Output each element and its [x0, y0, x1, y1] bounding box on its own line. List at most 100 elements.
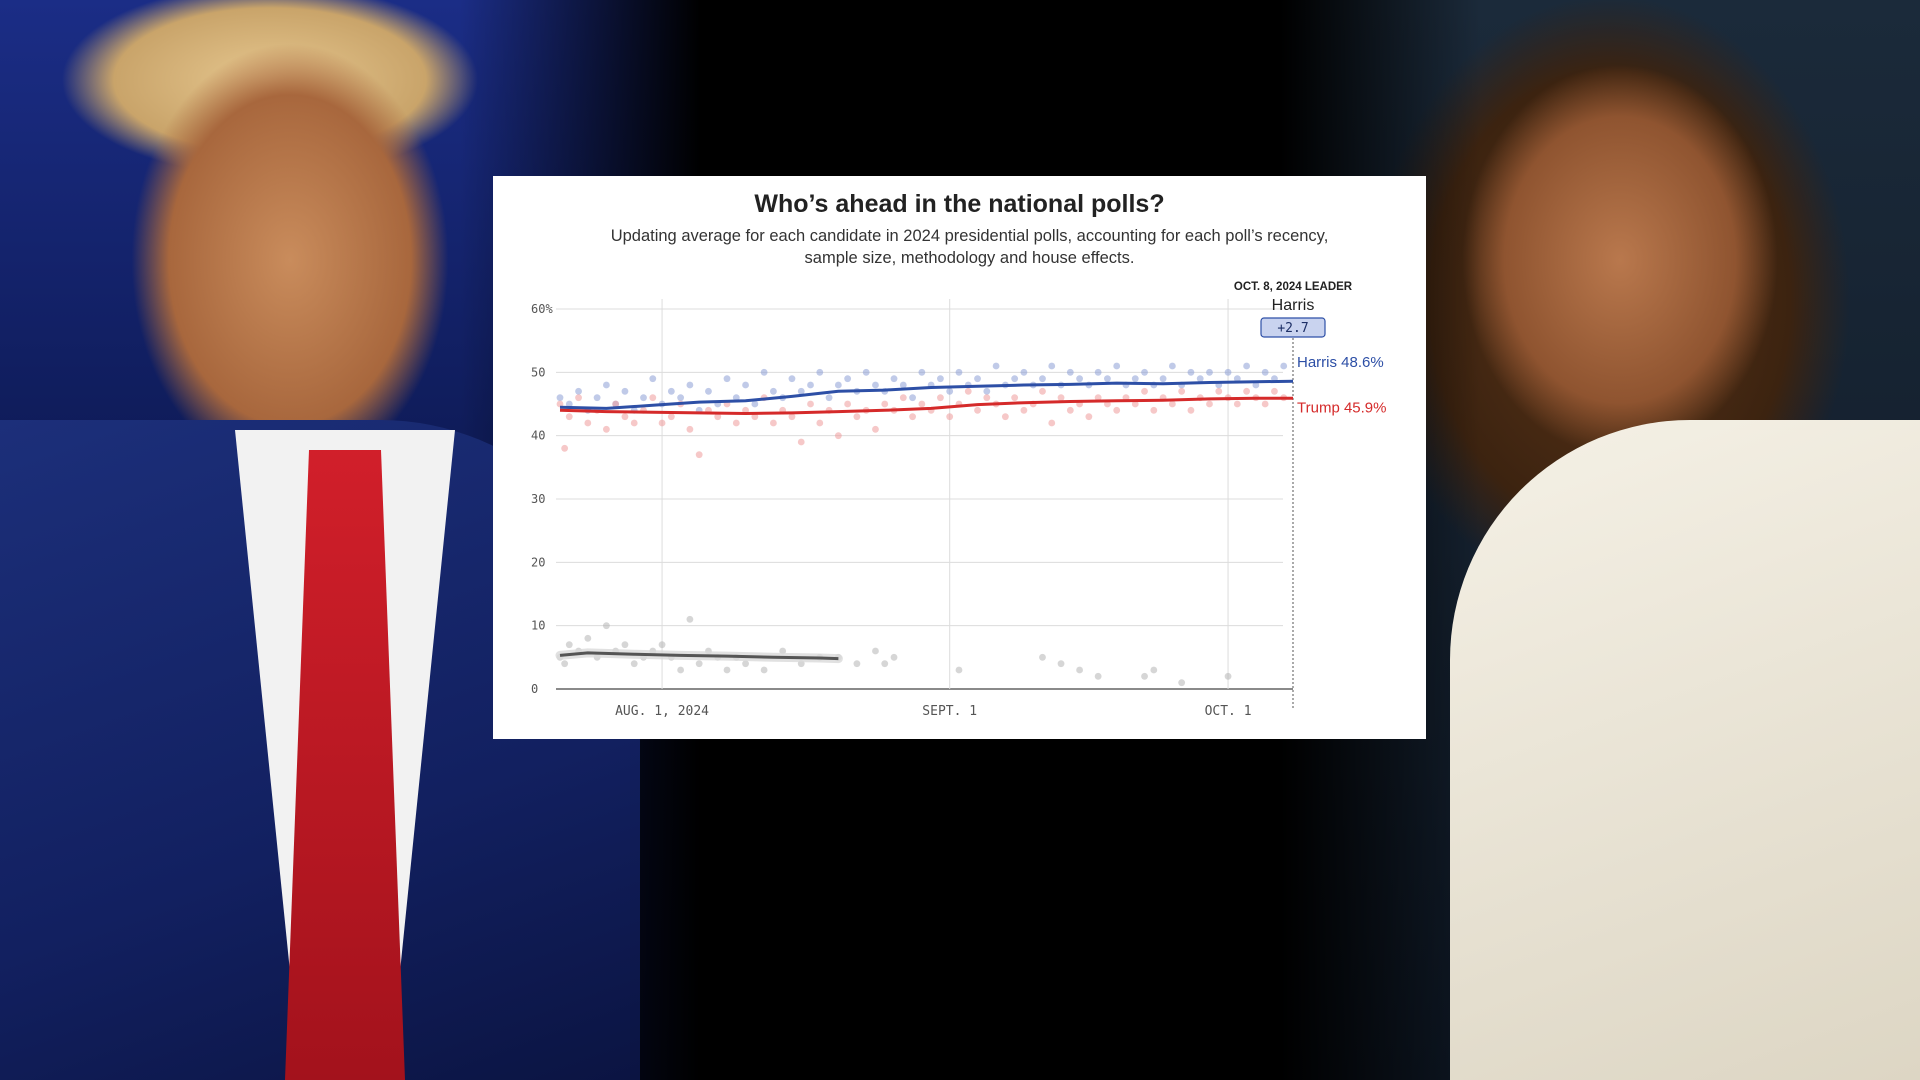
poll-dot-trump: [918, 400, 926, 408]
poll-dot-kennedy: [1150, 666, 1158, 674]
poll-dot-harris: [565, 400, 573, 408]
poll-dot-kennedy: [742, 660, 749, 668]
poll-dot-harris: [1196, 375, 1204, 383]
poll-dot-harris: [723, 375, 731, 383]
poll-dot-harris: [946, 387, 954, 395]
poll-dot-trump: [770, 419, 777, 427]
poll-dot-harris: [602, 381, 610, 389]
poll-dot-trump: [1141, 387, 1148, 395]
poll-dot-harris: [834, 381, 842, 389]
poll-dot-harris: [844, 375, 852, 383]
leader-margin-badge: [1260, 317, 1326, 338]
poll-dot-harris: [1224, 368, 1232, 376]
poll-dot-trump: [872, 425, 879, 433]
poll-dot-harris: [797, 387, 805, 395]
poll-dot-harris: [640, 394, 647, 402]
poll-dot-harris: [807, 381, 814, 389]
poll-dot-trump: [695, 451, 703, 459]
poll-dot-kennedy: [561, 660, 569, 668]
poll-dot-harris: [1094, 368, 1102, 376]
poll-dot-harris: [1261, 368, 1269, 376]
poll-dot-harris: [1243, 362, 1251, 370]
poll-dot-trump: [1206, 400, 1213, 408]
chart-title: Who’s ahead in the national polls?: [754, 190, 1165, 218]
poll-dot-trump: [686, 425, 694, 433]
poll-dot-trump: [751, 413, 759, 421]
poll-dot-harris: [732, 394, 740, 402]
leader-name: Harris: [1272, 297, 1315, 314]
poll-dot-kennedy: [1039, 653, 1046, 661]
poll-dot-trump: [732, 419, 740, 427]
poll-dot-trump: [1261, 400, 1269, 408]
poll-dot-trump: [667, 413, 675, 421]
poll-dot-trump: [1066, 406, 1074, 414]
poll-dot-trump: [630, 419, 638, 427]
poll-dot-trump: [612, 400, 620, 408]
poll-dot-harris: [677, 394, 685, 402]
poll-dot-harris: [918, 368, 926, 376]
poll-dot-trump: [1011, 394, 1019, 402]
chart-card: Who’s ahead in the national polls? Updat…: [493, 176, 1426, 739]
poll-dot-harris: [742, 381, 749, 389]
poll-dot-trump: [714, 413, 722, 421]
x-tick-label: AUG. 1, 2024: [615, 704, 709, 719]
poll-dot-harris: [937, 375, 944, 383]
poll-dot-trump: [1150, 406, 1158, 414]
poll-dot-harris: [593, 394, 601, 402]
poll-dot-trump: [1215, 387, 1223, 395]
poll-dot-kennedy: [1094, 672, 1102, 680]
poll-dot-harris: [974, 375, 981, 383]
poll-dot-harris: [992, 362, 1000, 370]
poll-dot-trump: [1113, 406, 1121, 414]
poll-dot-trump: [937, 394, 944, 402]
poll-dot-trump: [556, 400, 564, 408]
poll-dot-trump: [807, 400, 814, 408]
poll-dot-harris: [751, 400, 759, 408]
poll-dot-trump: [797, 438, 805, 446]
poll-dot-trump: [899, 394, 907, 402]
y-tick-label: 0: [531, 682, 538, 696]
trend-line-kennedy: [559, 651, 839, 661]
poll-dot-kennedy: [677, 666, 685, 674]
poll-dot-kennedy: [760, 666, 768, 674]
poll-dot-harris: [1020, 368, 1028, 376]
poll-dot-kennedy: [955, 666, 963, 674]
poll-dot-harris: [556, 394, 564, 402]
poll-dot-kennedy: [565, 641, 573, 649]
poll-dot-trump: [974, 406, 981, 414]
trend-line-harris: [559, 379, 1294, 410]
poll-dot-harris: [983, 387, 991, 395]
poll-dot-trump: [602, 425, 610, 433]
poll-dot-kennedy: [695, 660, 703, 668]
poll-dot-harris: [1011, 375, 1019, 383]
poll-dot-trump: [983, 394, 991, 402]
poll-dot-trump: [575, 394, 582, 402]
poll-dot-kennedy: [890, 653, 898, 661]
poll-dot-kennedy: [621, 641, 629, 649]
poll-dot-trump: [565, 413, 573, 421]
poll-dot-harris: [1159, 375, 1167, 383]
y-tick-label: 60%: [531, 302, 553, 316]
poll-dot-trump: [946, 413, 954, 421]
poll-dot-trump: [1271, 387, 1278, 395]
poll-dot-harris: [909, 394, 916, 402]
poll-dot-trump: [1131, 400, 1139, 408]
trend-line-trump: [559, 396, 1293, 415]
poll-dot-trump: [649, 394, 657, 402]
poll-dot-trump: [658, 419, 666, 427]
poll-dot-harris: [770, 387, 777, 395]
y-tick-label: 30: [531, 492, 545, 506]
series-end-label-harris: Harris 48.6%: [1297, 354, 1384, 371]
poll-dot-harris: [760, 368, 768, 376]
chart-subtitle: Updating average for each candidate in 2…: [610, 227, 1329, 267]
poll-dot-trump: [1085, 413, 1093, 421]
poll-dot-trump: [1168, 400, 1176, 408]
poll-dot-harris: [1048, 362, 1056, 370]
poll-dot-trump: [1178, 387, 1186, 395]
poll-dot-harris: [890, 375, 898, 383]
poll-dot-trump: [788, 413, 796, 421]
x-tick-label: OCT. 1: [1205, 704, 1252, 719]
leader-margin-value: +2.7: [1277, 321, 1308, 336]
y-tick-label: 40: [531, 429, 545, 443]
poll-dot-harris: [1076, 375, 1083, 383]
